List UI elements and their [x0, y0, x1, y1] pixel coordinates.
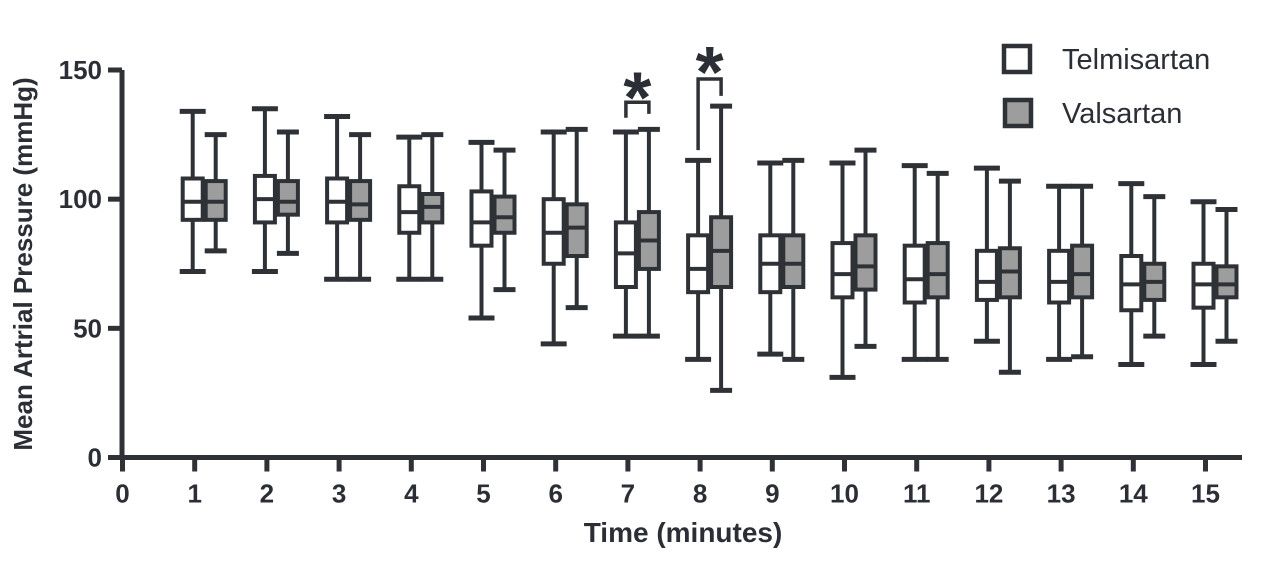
x-axis-title: Time (minutes): [584, 517, 783, 548]
significance-annotations: * *: [623, 33, 724, 151]
box-valsartan-t12: [997, 178, 1022, 375]
x-tick-label-12: 12: [974, 479, 1003, 509]
box-valsartan-t15: [1214, 207, 1239, 344]
x-tick-label-1: 1: [187, 479, 201, 509]
x-tick-label-5: 5: [476, 479, 490, 509]
x-tick-label-0: 0: [115, 479, 129, 509]
y-tick-label-0: 0: [88, 443, 102, 473]
x-tick-label-4: 4: [404, 479, 419, 509]
box-telmisartan-t7: [612, 129, 639, 339]
legend: Telmisartan Valsartan: [1001, 43, 1210, 130]
box-valsartan-t2: [275, 129, 300, 256]
x-tick-label-8: 8: [693, 479, 707, 509]
box-telmisartan-t11: [901, 163, 928, 362]
box-telmisartan-t13: [1046, 183, 1073, 362]
box-valsartan-t5: [492, 147, 517, 293]
x-tick-label-10: 10: [830, 479, 859, 509]
box-valsartan-t1: [203, 132, 228, 254]
box-valsartan-t4: [420, 132, 445, 282]
significance-star-t7: *: [623, 59, 651, 139]
box-valsartan-t6: [564, 126, 589, 311]
y-axis-title: Mean Artrial Pressure (mmHg): [8, 77, 38, 450]
y-tick-label-50: 50: [73, 313, 102, 343]
legend-label-telmisartan: Telmisartan: [1062, 44, 1210, 76]
significance-bracket-t8: [696, 77, 723, 151]
y-tick-label-150: 150: [59, 55, 102, 85]
box-valsartan-t11: [925, 170, 950, 362]
box-valsartan-t3: [348, 132, 373, 282]
telmisartan-swatch-icon: [1001, 43, 1033, 75]
significance-star-t8: *: [696, 33, 724, 113]
legend-label-valsartan: Valsartan: [1062, 98, 1182, 130]
valsartan-swatch-icon: [1002, 97, 1034, 129]
significance-bracket-t7: [624, 100, 651, 118]
box-telmisartan-t1: [179, 108, 206, 275]
x-tick-label-14: 14: [1119, 479, 1148, 509]
box-telmisartan-t12: [973, 165, 1000, 344]
y-tick-label-100: 100: [59, 184, 102, 214]
box-telmisartan-t14: [1118, 181, 1145, 368]
box-telmisartan-t3: [324, 114, 351, 282]
x-tick-label-11: 11: [903, 479, 931, 509]
box-valsartan-t7: [636, 126, 661, 339]
x-tick-label-7: 7: [621, 479, 635, 509]
box-telmisartan-t10: [829, 160, 856, 380]
box-telmisartan-t8: [685, 157, 712, 362]
box-telmisartan-t15: [1190, 199, 1217, 368]
box-valsartan-t10: [853, 147, 878, 349]
box-telmisartan-t6: [540, 129, 567, 347]
box-telmisartan-t4: [396, 134, 423, 282]
box-valsartan-t8: [709, 103, 734, 393]
x-tick-label-9: 9: [765, 479, 779, 509]
box-telmisartan-t9: [757, 160, 784, 357]
box-telmisartan-t2: [251, 106, 278, 275]
box-telmisartan-t5: [468, 139, 495, 321]
box-valsartan-t14: [1142, 194, 1167, 339]
x-tick-label-2: 2: [260, 479, 274, 509]
x-tick-label-15: 15: [1191, 479, 1220, 509]
box-valsartan-t9: [781, 157, 806, 362]
box-valsartan-t13: [1070, 183, 1095, 360]
x-tick-label-6: 6: [548, 479, 562, 509]
x-tick-label-13: 13: [1047, 479, 1076, 509]
x-tick-label-3: 3: [332, 479, 346, 509]
